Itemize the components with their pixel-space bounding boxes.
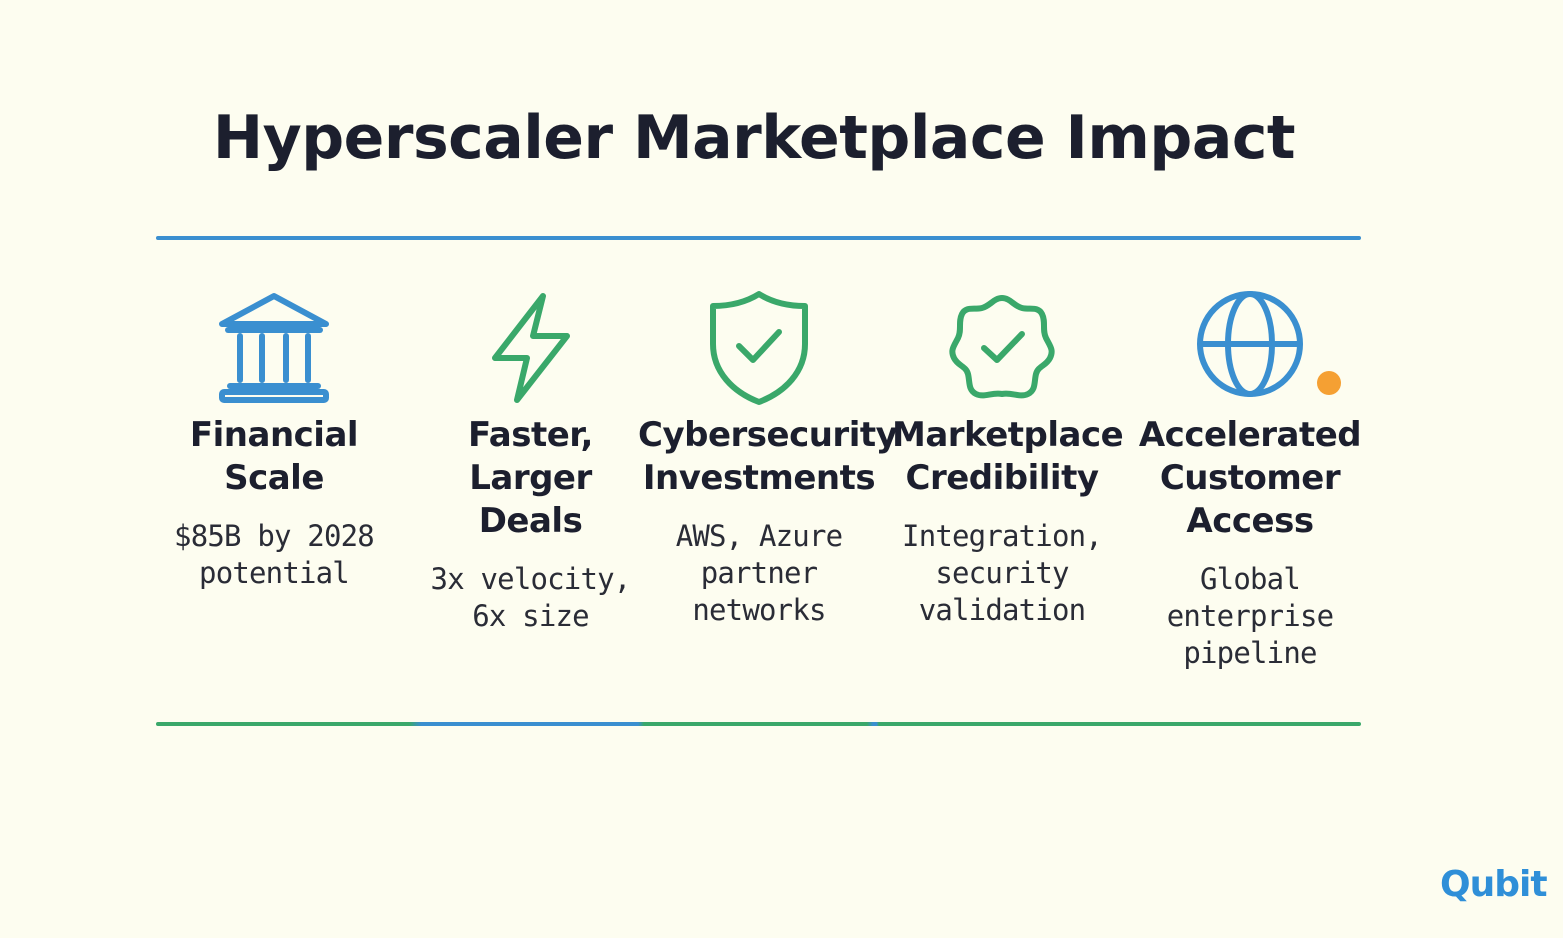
card-description: Global enterprise pipeline bbox=[1166, 562, 1334, 670]
accent-dot bbox=[1317, 371, 1341, 395]
page-title: Hyperscaler Marketplace Impact bbox=[212, 103, 1296, 173]
shield-check-icon bbox=[710, 291, 808, 405]
bottom-divider bbox=[156, 722, 1361, 726]
impact-card-financial-scale: Financial Scale $85B by 2028 potential bbox=[164, 288, 384, 592]
card-description: $85B by 2028 potential bbox=[174, 519, 375, 590]
globe-icon bbox=[1197, 291, 1303, 397]
card-description: Integration, security validation bbox=[902, 519, 1103, 627]
card-title: Faster, Larger Deals bbox=[468, 415, 593, 541]
card-title: Marketplace Credibility bbox=[892, 415, 1124, 498]
bank-icon bbox=[219, 293, 329, 403]
card-title: Cybersecurity Investments bbox=[638, 415, 898, 498]
card-title: Financial Scale bbox=[189, 415, 359, 498]
card-title: Accelerated Customer Access bbox=[1138, 415, 1362, 541]
lightning-icon bbox=[491, 293, 570, 403]
impact-card-faster-deals: Faster, Larger Deals 3x velocity, 6x siz… bbox=[428, 288, 633, 635]
impact-card-customer-access: Accelerated Customer Access Global enter… bbox=[1138, 288, 1362, 672]
impact-card-credibility: Marketplace Credibility Integration, sec… bbox=[892, 288, 1124, 629]
top-divider bbox=[156, 236, 1361, 240]
card-description: 3x velocity, 6x size bbox=[430, 562, 632, 633]
impact-card-cybersecurity: Cybersecurity Investments AWS, Azure par… bbox=[638, 288, 898, 629]
card-description: AWS, Azure partner networks bbox=[675, 519, 843, 627]
brand-logo: Qubit bbox=[1440, 864, 1548, 905]
badge-check-icon bbox=[949, 295, 1055, 399]
